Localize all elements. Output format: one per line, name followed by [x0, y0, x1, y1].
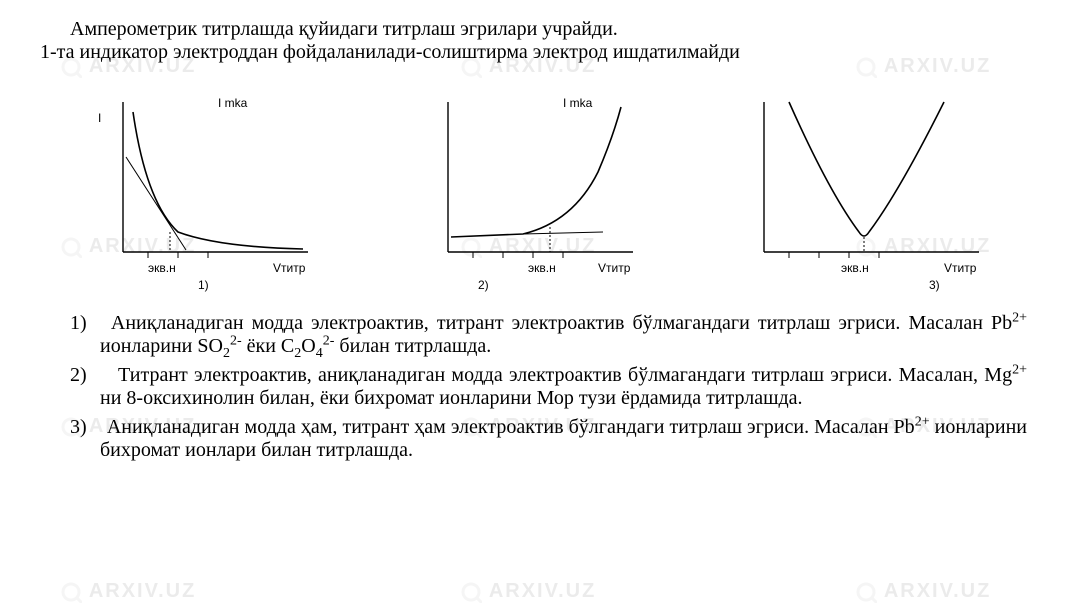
chart-panel-2: I mka экв.н Vтитр 2): [403, 82, 653, 292]
intro-line-1: Амперометрик титрлашда қуйидаги титрлаш …: [70, 18, 1027, 41]
item-number: 3): [70, 416, 87, 438]
chart-panel-3: экв.н Vтитр 3): [729, 82, 989, 292]
baseline-extension: [523, 232, 603, 234]
list-item-2: 2) Титрант электроактив, аниқланадиган м…: [40, 364, 1027, 410]
y-axis-label: I mka: [218, 96, 248, 110]
list-item-1: 1) Аниқланадиган модда электроактив, тит…: [40, 312, 1027, 358]
list-item-3: 3) Аниқланадиган модда ҳам, титрант ҳам …: [40, 416, 1027, 462]
curve-v-shape: [789, 102, 944, 236]
curve-increasing: [451, 107, 621, 237]
titration-curve-2: I mka экв.н Vтитр 2): [403, 82, 653, 292]
eq-point-label: экв.н: [841, 261, 869, 275]
intro-line-2: 1-та индикатор электроддан фойдаланилади…: [40, 41, 1027, 64]
item-number: 2): [70, 364, 87, 386]
panel-number: 1): [198, 278, 209, 292]
y-axis-marker: I: [98, 111, 101, 125]
numbered-list: 1) Аниқланадиган модда электроактив, тит…: [40, 312, 1027, 462]
eq-point-label: экв.н: [528, 261, 556, 275]
panel-number: 3): [929, 278, 940, 292]
x-axis-label: Vтитр: [598, 261, 631, 275]
titration-curve-3: экв.н Vтитр 3): [729, 82, 989, 292]
tangent-line: [126, 157, 186, 250]
chart-panel-1: I I mka экв.н Vтитр 1): [78, 82, 328, 292]
eq-point-label: экв.н: [148, 261, 176, 275]
item-number: 1): [70, 312, 87, 334]
curve-decreasing: [133, 112, 303, 249]
charts-row: I I mka экв.н Vтитр 1): [40, 82, 1027, 292]
x-axis-label: Vтитр: [944, 261, 977, 275]
x-axis-label: Vтитр: [273, 261, 306, 275]
y-axis-label: I mka: [563, 96, 593, 110]
panel-number: 2): [478, 278, 489, 292]
titration-curve-1: I I mka экв.н Vтитр 1): [78, 82, 328, 292]
